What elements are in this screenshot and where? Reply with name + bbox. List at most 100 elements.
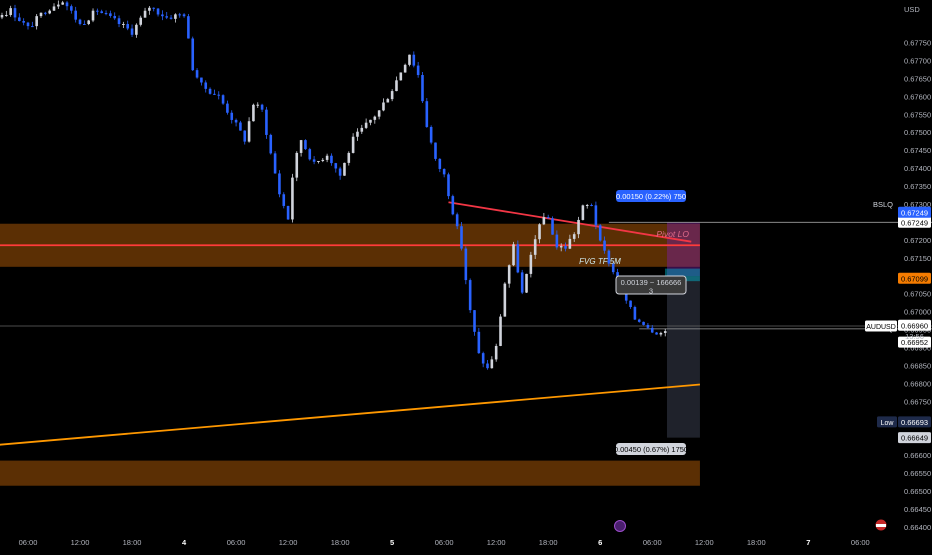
current-price-tag-text: 0.66960 [901,321,928,330]
candle-body [512,244,515,266]
candle-body [598,225,602,241]
candle-body [642,321,645,325]
candle-body [78,19,82,24]
candle-body [637,319,641,322]
candle-body [230,112,234,120]
x-tick-label: 18:00 [539,538,558,547]
candle-body [442,168,446,175]
candle-body [325,155,329,160]
low-price-tag [898,416,931,428]
candle-body [408,54,411,65]
candle-body [447,174,450,197]
candle-body [87,20,90,25]
candle-body [434,142,437,159]
low-tag [877,416,897,428]
candle-body [338,168,342,176]
candle-body [460,226,463,249]
event-icon [614,520,626,532]
candle-body [83,23,86,25]
bslq-label: BSLQ [873,200,893,209]
candle-body [390,91,394,100]
candle-body [451,196,455,215]
candle-body [278,173,281,195]
candle-body [5,14,8,16]
candle-body [499,316,502,346]
x-tick-label: 18:00 [331,538,350,547]
x-tick-label: 06:00 [851,538,870,547]
candle-body [174,14,177,19]
x-tick-label: 5 [390,538,394,547]
candle-body [143,10,147,18]
candle-body [386,99,390,103]
candle-body [490,359,494,369]
x-tick-label: 18:00 [123,538,142,547]
reward-label-box [616,443,686,455]
candle-body [468,280,472,311]
y-tick-label: 0.67200 [904,236,931,245]
candle-body [572,234,576,239]
candle-body [520,272,524,293]
candle-body [139,17,143,25]
currency-label: USD [904,5,920,14]
candle-body [13,8,17,18]
candle-body [377,110,381,117]
red-trendline [448,201,692,243]
candle-body [195,70,199,78]
info-label: 0.00139 ~ 166666 [621,278,682,287]
candle-body [568,238,572,249]
y-tick-label: 0.66450 [904,505,931,514]
candle-body [594,205,598,226]
candle-body [239,122,242,131]
candle-body [577,219,580,235]
candle-body [191,38,195,71]
candle-body [312,159,316,162]
y-tick-label: 0.67450 [904,146,931,155]
candle-body [650,327,654,333]
candle-body [104,13,108,15]
candle-body [585,204,589,206]
candle-body [477,331,481,354]
x-tick-label: 06:00 [19,538,38,547]
candle-body [399,72,403,81]
symbol-tag [865,320,897,332]
candle-body [48,10,51,14]
candle-body [70,6,73,11]
candle-body [44,12,47,14]
fvg-label: FVG TF 5M [579,257,621,266]
candle-body [507,265,511,284]
candle-body [74,10,77,20]
candle-body [122,23,125,25]
candle-body [529,254,533,274]
candle-body [213,93,216,95]
candle-body [403,64,407,73]
candle-body [321,159,325,161]
candle-body [542,217,546,225]
y-tick-label: 0.67750 [904,39,931,48]
y-tick-label: 0.66900 [904,344,931,353]
candle-body [161,14,164,17]
candle-body [438,158,442,169]
candle-body [282,194,286,206]
risk-area [666,222,700,277]
candle-body [265,109,268,135]
candle-body [18,17,21,22]
candle-body [135,24,138,35]
candle-body [113,15,116,19]
flag-icon-stripe [876,524,886,527]
candle-body [360,127,364,132]
candle-body [35,16,38,27]
countdown-label: 13:56 [905,332,924,341]
bslq-price-tag-text: 0.67249 [901,218,928,227]
candle-body [429,126,433,143]
candle-body [217,94,221,96]
reward-area [666,276,700,438]
candle-body [351,136,355,153]
candle-body [646,324,650,328]
candle-body [252,104,255,122]
entry-price-tag-text: 0.67099 [901,274,928,283]
candle-body [633,307,637,320]
sslq-price-tag [898,336,931,348]
candle-body [486,363,489,369]
